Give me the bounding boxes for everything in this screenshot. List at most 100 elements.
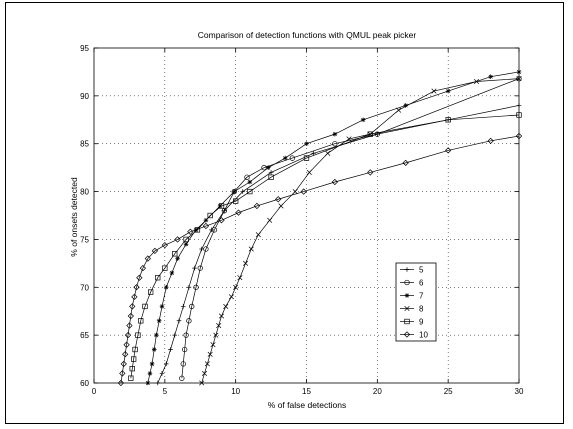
series-7-point	[217, 203, 223, 209]
legend-label: 5	[419, 266, 424, 275]
series-6-point	[244, 174, 250, 180]
series-10-point	[202, 222, 210, 230]
series-7-point	[403, 103, 408, 108]
series-5-point	[186, 284, 192, 290]
series-5-point	[240, 189, 246, 194]
legend-marker	[404, 293, 410, 298]
series-8-point	[346, 136, 352, 142]
series-7-point	[265, 165, 271, 170]
series-9-point	[445, 117, 451, 123]
legend-marker	[404, 305, 410, 312]
x-tick-label: 15	[302, 387, 311, 396]
series-8-point	[255, 232, 261, 238]
series-10-point	[367, 169, 374, 176]
legend-label: 9	[419, 318, 424, 327]
series-9-point	[162, 265, 168, 271]
series-7-point	[360, 117, 366, 123]
series-8-point	[204, 361, 210, 367]
series-10-point	[133, 284, 140, 291]
series-10-line	[120, 135, 520, 384]
series-5-point	[209, 227, 214, 233]
series-6-point	[221, 208, 227, 214]
series-6-point	[180, 361, 186, 367]
series-8-point	[243, 260, 249, 266]
series-6-point	[182, 346, 188, 353]
legend-label: 7	[419, 292, 424, 301]
series-10-point	[402, 159, 409, 166]
series-6	[179, 75, 522, 381]
y-tick-label: 75	[80, 235, 89, 244]
series-7-point	[163, 284, 169, 290]
series-10-point	[235, 209, 242, 216]
series-7-point	[183, 241, 189, 247]
series-7-point	[282, 155, 288, 161]
series-10-point	[275, 196, 282, 203]
series-10-point	[120, 360, 127, 367]
series-7-point	[151, 347, 157, 352]
series-8-point	[306, 169, 312, 175]
series-5-point	[172, 332, 178, 338]
series-10-point	[174, 236, 181, 243]
x-tick-label: 25	[444, 387, 453, 396]
series-9-point	[138, 318, 144, 324]
series-10-point	[445, 147, 452, 154]
series-9-point	[128, 375, 134, 381]
series-8-point	[201, 370, 208, 376]
series-8-point	[210, 342, 216, 348]
series-8-point	[473, 78, 480, 85]
series-10-point	[131, 293, 138, 300]
series-8-point	[325, 150, 331, 156]
series-5-line	[157, 105, 520, 384]
plot-area	[93, 47, 520, 384]
series-6-point	[374, 131, 380, 137]
legend-label: 6	[419, 279, 424, 288]
series-9-point	[183, 236, 189, 243]
series-8-point	[292, 189, 298, 195]
series-10-point	[119, 370, 126, 377]
series-6-point	[211, 227, 218, 233]
series-10-point	[123, 341, 130, 348]
series-9-point	[155, 275, 161, 281]
series-5-point	[168, 347, 173, 352]
series-8-point	[213, 332, 219, 338]
series-10-point	[129, 303, 136, 310]
legend-marker	[403, 331, 411, 338]
series-9-point	[131, 356, 137, 362]
series-10-point	[122, 351, 129, 358]
y-tick-label: 65	[80, 331, 89, 340]
legend-item-5: 5	[400, 266, 424, 275]
y-axis-label: % of onsets detected	[69, 177, 79, 257]
legend-box	[395, 262, 437, 342]
x-axis-label: % of false detections	[268, 400, 346, 410]
legend-label: 8	[419, 305, 424, 314]
series-8-point	[216, 323, 222, 329]
y-tick-label: 60	[80, 379, 89, 388]
series-9-point	[132, 346, 138, 353]
series-7-point	[488, 74, 493, 80]
series-7-point	[156, 318, 162, 324]
figure-frame	[5, 2, 564, 424]
x-tick-label: 30	[515, 387, 524, 396]
series-9-point	[207, 212, 213, 219]
series-5-point	[199, 246, 204, 252]
series-7-point	[169, 270, 175, 276]
series-8-point	[396, 107, 402, 113]
series-7-point	[332, 131, 338, 137]
legend-marker	[404, 267, 410, 272]
legend-item-6: 6	[400, 279, 424, 288]
series-6-point	[203, 246, 209, 252]
series-9-point	[129, 365, 135, 372]
series-8	[199, 76, 522, 386]
series-10-point	[136, 274, 143, 281]
legend-item-9: 9	[400, 318, 424, 327]
series-5-point	[176, 318, 182, 324]
series-6-point	[197, 265, 203, 271]
series-10-point	[126, 322, 133, 329]
legend-marker	[404, 279, 410, 286]
series-10-point	[253, 202, 261, 210]
series-6-point	[332, 141, 338, 147]
series-5-point	[159, 371, 165, 376]
series-10-point	[487, 137, 494, 144]
series-10-point	[161, 242, 168, 249]
